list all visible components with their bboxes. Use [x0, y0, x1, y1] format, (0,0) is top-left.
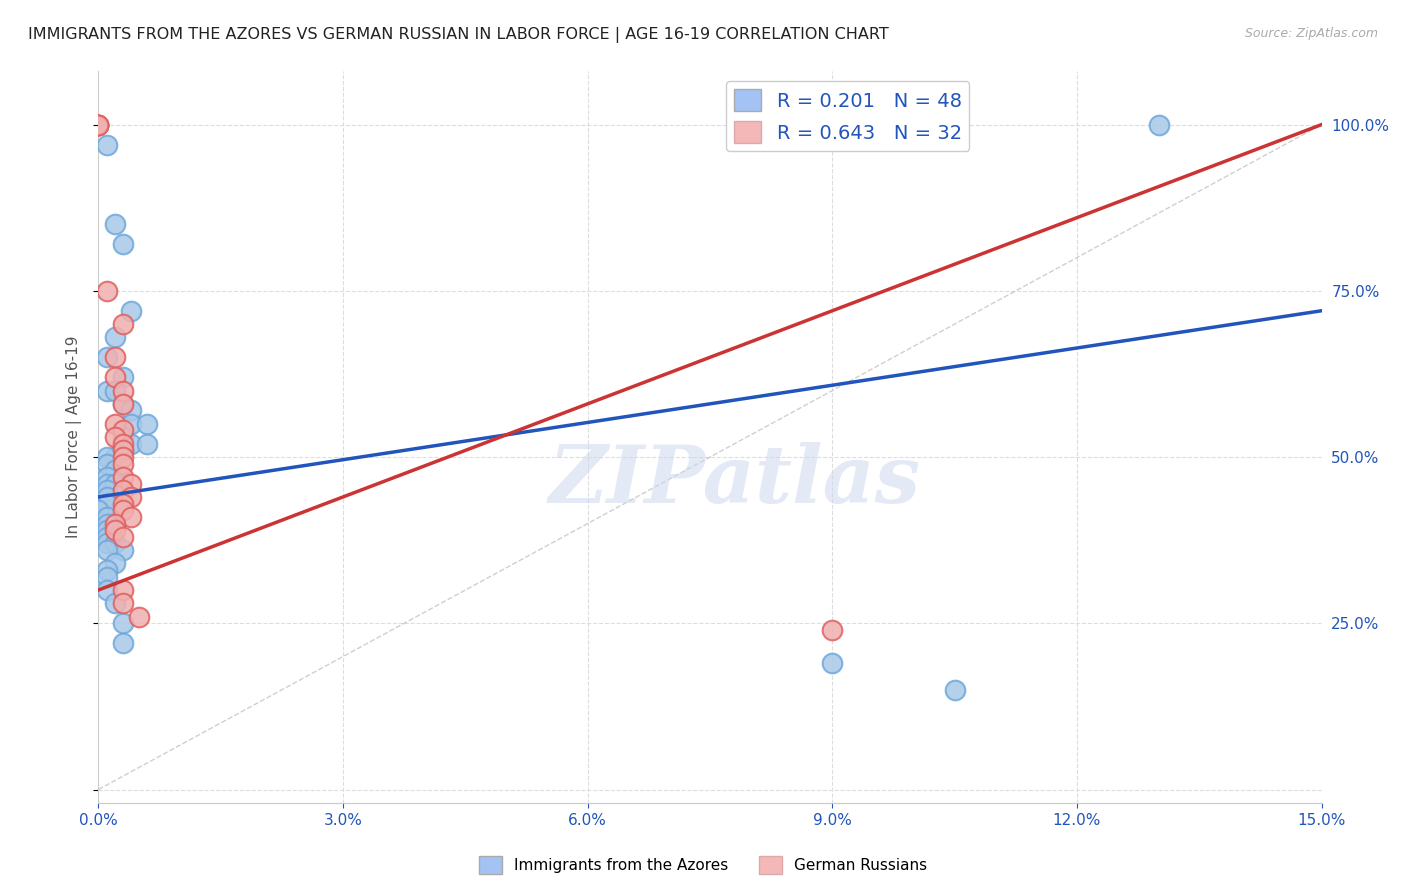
Point: [96, 450, 118, 464]
Legend: R = 0.201   N = 48, R = 0.643   N = 32: R = 0.201 N = 48, R = 0.643 N = 32: [725, 81, 969, 152]
Point: [104, 523, 127, 537]
Point: [96, 509, 118, 524]
Point: [111, 443, 134, 458]
Point: [96, 476, 118, 491]
Point: [104, 516, 127, 531]
Point: [120, 436, 142, 450]
Point: [104, 463, 127, 477]
Point: [111, 530, 134, 544]
Point: [104, 596, 127, 610]
Point: [111, 543, 134, 558]
Point: [136, 436, 159, 450]
Text: IMMIGRANTS FROM THE AZORES VS GERMAN RUSSIAN IN LABOR FORCE | AGE 16-19 CORRELAT: IMMIGRANTS FROM THE AZORES VS GERMAN RUS…: [28, 27, 889, 43]
Point: [128, 609, 150, 624]
Point: [104, 217, 127, 231]
Y-axis label: In Labor Force | Age 16-19: In Labor Force | Age 16-19: [66, 335, 83, 539]
Point: [943, 682, 966, 697]
Point: [87, 118, 110, 132]
Point: [96, 497, 118, 511]
Point: [120, 403, 142, 417]
Point: [104, 476, 127, 491]
Point: [87, 118, 110, 132]
Point: [87, 503, 110, 517]
Point: [96, 490, 118, 504]
Point: [111, 497, 134, 511]
Point: [104, 536, 127, 550]
Point: [96, 570, 118, 584]
Point: [111, 430, 134, 444]
Point: [96, 137, 118, 152]
Point: [111, 397, 134, 411]
Point: [104, 417, 127, 431]
Point: [1147, 118, 1170, 132]
Legend: Immigrants from the Azores, German Russians: Immigrants from the Azores, German Russi…: [472, 850, 934, 880]
Point: [104, 370, 127, 384]
Point: [111, 436, 134, 450]
Point: [96, 384, 118, 398]
Point: [120, 417, 142, 431]
Point: [136, 417, 159, 431]
Point: [104, 430, 127, 444]
Point: [104, 384, 127, 398]
Text: ZIPatlas: ZIPatlas: [548, 442, 921, 520]
Point: [120, 490, 142, 504]
Point: [96, 470, 118, 484]
Point: [96, 457, 118, 471]
Point: [96, 483, 118, 498]
Point: [111, 450, 134, 464]
Point: [104, 450, 127, 464]
Point: [111, 370, 134, 384]
Point: [96, 516, 118, 531]
Point: [821, 656, 844, 670]
Point: [96, 530, 118, 544]
Point: [111, 443, 134, 458]
Point: [111, 470, 134, 484]
Point: [111, 596, 134, 610]
Point: [111, 317, 134, 331]
Point: [96, 351, 118, 365]
Point: [87, 118, 110, 132]
Point: [111, 483, 134, 498]
Point: [104, 516, 127, 531]
Point: [111, 384, 134, 398]
Point: [120, 303, 142, 318]
Point: [111, 582, 134, 597]
Text: Source: ZipAtlas.com: Source: ZipAtlas.com: [1244, 27, 1378, 40]
Point: [111, 503, 134, 517]
Point: [96, 543, 118, 558]
Point: [120, 476, 142, 491]
Point: [111, 457, 134, 471]
Point: [104, 557, 127, 571]
Point: [96, 536, 118, 550]
Point: [111, 616, 134, 631]
Point: [96, 284, 118, 298]
Point: [104, 351, 127, 365]
Point: [111, 636, 134, 650]
Point: [96, 523, 118, 537]
Point: [120, 509, 142, 524]
Point: [111, 397, 134, 411]
Point: [96, 497, 118, 511]
Point: [96, 563, 118, 577]
Point: [104, 330, 127, 344]
Point: [111, 237, 134, 252]
Point: [111, 424, 134, 438]
Point: [96, 582, 118, 597]
Point: [87, 118, 110, 132]
Point: [821, 623, 844, 637]
Point: [87, 118, 110, 132]
